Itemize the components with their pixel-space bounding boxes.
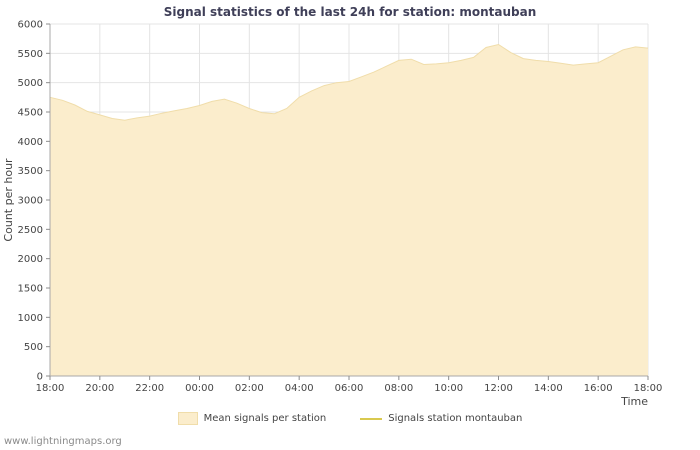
legend-label-mean-signals: Mean signals per station — [203, 413, 327, 424]
svg-text:08:00: 08:00 — [384, 383, 413, 394]
area-swatch-icon — [177, 412, 198, 425]
svg-text:02:00: 02:00 — [235, 383, 264, 394]
svg-text:20:00: 20:00 — [85, 383, 114, 394]
signal-statistics-chart: 0 500 1000 1500 2000 2500 3000 3500 4000 4500 5000… — [2, 20, 663, 409]
legend-item-mean-signals: Mean signals per station — [177, 412, 327, 425]
svg-text:6000: 6000 — [18, 20, 43, 31]
svg-text:06:00: 06:00 — [335, 383, 364, 394]
svg-text:5000: 5000 — [18, 78, 43, 89]
legend-label-station-signals: Signals station montauban — [388, 413, 523, 424]
y-axis-label: Count per hour — [2, 158, 15, 242]
svg-text:0: 0 — [37, 372, 43, 383]
svg-text:18:00: 18:00 — [634, 383, 663, 394]
watermark-link[interactable]: www.lightningmaps.org — [4, 436, 122, 447]
svg-text:5500: 5500 — [18, 49, 43, 60]
svg-text:3500: 3500 — [18, 166, 43, 177]
legend-item-station-signals: Signals station montauban — [360, 413, 522, 424]
svg-text:10:00: 10:00 — [434, 383, 463, 394]
svg-text:14:00: 14:00 — [534, 383, 563, 394]
svg-text:12:00: 12:00 — [484, 383, 513, 394]
svg-text:4500: 4500 — [18, 108, 43, 119]
chart-legend: Mean signals per station Signals station… — [0, 412, 700, 425]
svg-text:500: 500 — [24, 342, 43, 353]
chart-title: Signal statistics of the last 24h for st… — [163, 5, 537, 19]
line-swatch-icon — [360, 417, 383, 420]
svg-text:2500: 2500 — [18, 225, 43, 236]
svg-text:2000: 2000 — [18, 254, 43, 265]
x-axis-label: Time — [620, 395, 648, 408]
svg-text:22:00: 22:00 — [135, 383, 164, 394]
svg-text:16:00: 16:00 — [584, 383, 613, 394]
svg-text:18:00: 18:00 — [36, 383, 65, 394]
svg-text:00:00: 00:00 — [185, 383, 214, 394]
svg-text:1500: 1500 — [18, 284, 43, 295]
svg-text:1000: 1000 — [18, 313, 43, 324]
svg-text:04:00: 04:00 — [285, 383, 314, 394]
svg-text:3000: 3000 — [18, 196, 43, 207]
svg-text:4000: 4000 — [18, 137, 43, 148]
